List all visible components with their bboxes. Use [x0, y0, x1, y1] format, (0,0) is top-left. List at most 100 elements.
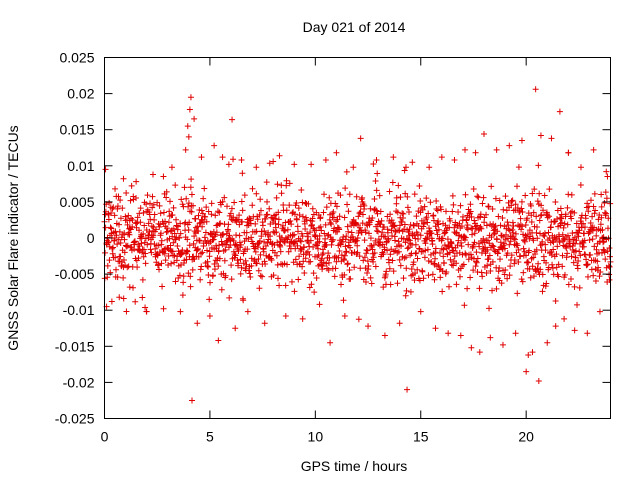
data-point — [571, 327, 578, 334]
data-point — [589, 213, 596, 220]
data-point — [234, 257, 241, 264]
data-point — [468, 344, 475, 351]
data-point — [146, 228, 153, 235]
data-point — [428, 230, 435, 237]
data-point — [133, 194, 140, 201]
data-point — [261, 227, 268, 234]
y-tick-label: -0.02 — [63, 374, 95, 390]
data-point — [354, 249, 361, 256]
data-point — [267, 233, 274, 240]
data-point — [223, 239, 230, 246]
data-point — [227, 210, 234, 217]
data-point — [188, 208, 195, 215]
data-point — [113, 266, 120, 273]
data-point — [109, 245, 116, 252]
data-point — [365, 323, 372, 330]
data-point — [160, 305, 167, 312]
data-point — [371, 196, 378, 203]
data-point — [584, 261, 591, 268]
data-point — [408, 265, 415, 272]
data-point — [487, 268, 494, 275]
data-point — [299, 213, 306, 220]
data-point — [475, 194, 482, 201]
data-point — [518, 137, 525, 144]
data-point — [105, 238, 112, 245]
data-point — [415, 223, 422, 230]
data-point — [568, 253, 575, 260]
data-point — [453, 260, 460, 267]
data-point — [232, 252, 239, 259]
data-point — [256, 285, 263, 292]
data-point — [304, 248, 311, 255]
data-point — [584, 330, 591, 337]
data-point — [284, 226, 291, 233]
data-point — [160, 173, 167, 180]
data-point — [139, 294, 146, 301]
data-point — [261, 320, 268, 327]
data-point — [315, 245, 322, 252]
data-point — [590, 272, 597, 279]
data-point — [200, 195, 207, 202]
data-point — [120, 295, 127, 302]
data-point — [490, 243, 497, 250]
data-point — [502, 267, 509, 274]
data-point — [150, 232, 157, 239]
data-point — [603, 168, 610, 175]
data-point — [237, 256, 244, 263]
data-point — [123, 243, 130, 250]
data-point — [123, 190, 130, 197]
y-tick-label: -0.015 — [55, 338, 95, 354]
data-point — [462, 250, 469, 257]
data-point — [110, 204, 117, 211]
x-tick-label: 20 — [518, 429, 534, 445]
data-point — [191, 233, 198, 240]
data-point — [427, 230, 434, 237]
data-point — [142, 304, 149, 311]
data-point — [337, 192, 344, 199]
data-point — [149, 171, 156, 178]
data-point — [129, 223, 136, 230]
data-point — [295, 205, 302, 212]
data-point — [522, 192, 529, 199]
data-point — [518, 205, 525, 212]
data-point — [254, 216, 261, 223]
y-tick-label: 0.025 — [59, 50, 94, 66]
data-point — [185, 227, 192, 234]
data-point — [424, 246, 431, 253]
data-point — [406, 226, 413, 233]
data-point — [274, 181, 281, 188]
data-point — [439, 235, 446, 242]
data-point — [165, 262, 172, 269]
data-point — [197, 250, 204, 257]
data-point — [543, 280, 550, 287]
data-point — [296, 253, 303, 260]
data-point — [249, 202, 256, 209]
data-point — [206, 296, 213, 303]
data-point — [395, 182, 402, 189]
data-point — [182, 146, 189, 153]
data-point — [304, 230, 311, 237]
data-point — [430, 217, 437, 224]
data-point — [120, 175, 127, 182]
data-point — [496, 265, 503, 272]
data-point — [425, 210, 432, 217]
data-point — [166, 208, 173, 215]
data-point — [334, 216, 341, 223]
data-point — [559, 263, 566, 270]
data-point — [345, 228, 352, 235]
data-point — [129, 217, 136, 224]
data-point — [589, 227, 596, 234]
data-point — [362, 278, 369, 285]
data-point — [437, 203, 444, 210]
data-point — [319, 266, 326, 273]
data-point — [252, 220, 259, 227]
y-tick-label: 0.02 — [67, 86, 94, 102]
data-point — [525, 259, 532, 266]
data-point — [121, 230, 128, 237]
data-point — [434, 207, 441, 214]
data-point — [365, 230, 372, 237]
data-point — [534, 198, 541, 205]
data-point — [527, 202, 534, 209]
data-point — [434, 231, 441, 238]
data-point — [302, 225, 309, 232]
